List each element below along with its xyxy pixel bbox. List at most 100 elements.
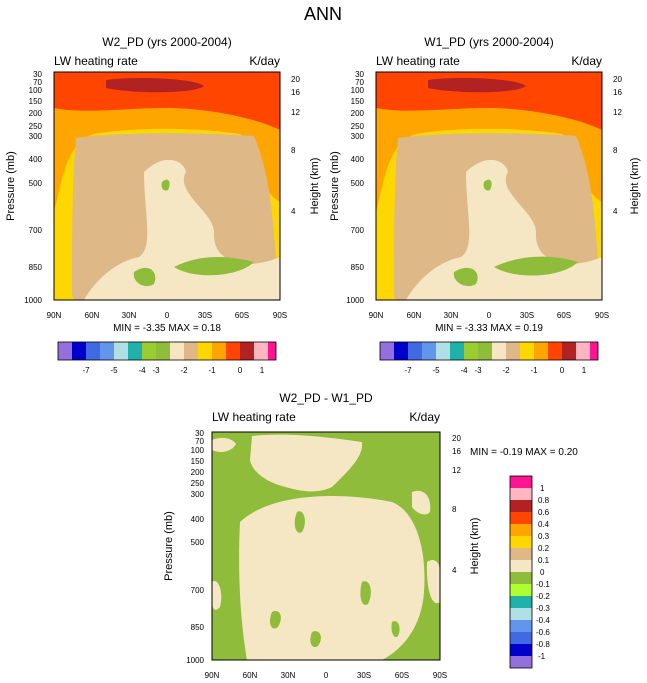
x-tick: 60S xyxy=(557,311,571,320)
colorbar-label: 0.4 xyxy=(538,520,550,529)
x-tick: 90N xyxy=(369,311,384,320)
colorbar-swatch xyxy=(170,342,184,360)
colorbar-label: 0 xyxy=(238,366,243,375)
variable-label: LW heating rate xyxy=(376,54,460,68)
y2-tick: 20 xyxy=(291,75,300,84)
colorbar-label: -1 xyxy=(208,366,216,375)
y-axis: 30 70 100 150 200 250 300 400 500 700 85… xyxy=(186,429,204,665)
y-tick: 500 xyxy=(351,179,365,188)
y-tick: 150 xyxy=(191,457,205,466)
y-axis-label: Pressure (mb) xyxy=(5,151,17,221)
colorbar-swatch xyxy=(268,342,276,360)
colorbar-swatch xyxy=(408,342,422,360)
colorbar-swatch xyxy=(128,342,142,360)
colorbar-swatch xyxy=(510,656,532,668)
y-tick: 200 xyxy=(29,109,43,118)
variable-label: LW heating rate xyxy=(212,410,296,424)
y-tick: 1000 xyxy=(346,296,364,305)
colorbar-swatch xyxy=(510,608,532,620)
colorbar-label: -0.3 xyxy=(536,604,550,613)
colorbar-label: 1 xyxy=(582,366,587,375)
y2-tick: 4 xyxy=(613,207,618,216)
panel-title: W1_PD (yrs 2000-2004) xyxy=(424,35,553,49)
colorbar-label: 0.1 xyxy=(538,556,550,565)
y2-axis-label: Height (km) xyxy=(629,158,641,215)
contour-field xyxy=(376,72,602,300)
colorbar-label: -0.8 xyxy=(536,640,550,649)
colorbar-swatch xyxy=(510,476,532,488)
colorbar-swatch xyxy=(478,342,492,360)
x-tick: 30N xyxy=(281,671,296,680)
y2-tick: 12 xyxy=(613,108,622,117)
colorbar-swatch xyxy=(510,572,532,584)
colorbar-swatch xyxy=(114,342,128,360)
y-tick: 1000 xyxy=(24,296,42,305)
x-tick: 90S xyxy=(433,671,447,680)
y2-tick: 12 xyxy=(452,466,461,475)
y2-tick: 16 xyxy=(613,88,622,97)
y-tick: 700 xyxy=(351,226,365,235)
colorbar-label: -0.1 xyxy=(536,580,550,589)
colorbar-label: -3 xyxy=(474,366,482,375)
colorbar-swatch xyxy=(254,342,268,360)
colorbar-label: 0 xyxy=(540,568,545,577)
y-tick: 300 xyxy=(351,132,365,141)
y-axis-label: Pressure (mb) xyxy=(163,511,175,581)
colorbar-label: 0.8 xyxy=(538,496,550,505)
colorbar-swatch xyxy=(212,342,226,360)
colorbar-swatch xyxy=(100,342,114,360)
y-tick: 150 xyxy=(29,97,43,106)
colorbar-label: -4 xyxy=(460,366,468,375)
y-tick: 850 xyxy=(29,263,43,272)
colorbar-swatch xyxy=(240,342,254,360)
y-tick: 200 xyxy=(191,468,205,477)
min-max-stats: MIN = -3.33 MAX = 0.19 xyxy=(435,323,543,334)
y-axis-label: Pressure (mb) xyxy=(329,151,341,221)
y2-axis: 20 16 12 8 4 xyxy=(291,75,300,216)
colorbar-label: -1 xyxy=(530,366,538,375)
colorbar-swatch xyxy=(422,342,436,360)
colorbar-swatch xyxy=(394,342,408,360)
y-axis: 30 70 100 150 200 250 300 400 500 700 85… xyxy=(346,70,364,305)
x-tick: 90S xyxy=(273,311,287,320)
colorbar-swatch xyxy=(510,512,532,524)
colorbar-swatch xyxy=(464,342,478,360)
y2-axis: 20 16 12 8 4 xyxy=(452,434,461,575)
y-tick: 150 xyxy=(351,97,365,106)
panel-w1: W1_PD (yrs 2000-2004) LW heating rate K/… xyxy=(329,35,641,375)
colorbar-label: -0.2 xyxy=(536,592,550,601)
colorbar-label: -0.6 xyxy=(536,628,550,637)
x-tick: 30S xyxy=(520,311,534,320)
colorbar-label: -7 xyxy=(404,366,412,375)
colorbar-label: -2 xyxy=(180,366,188,375)
y-tick: 400 xyxy=(191,515,205,524)
y-tick: 500 xyxy=(29,179,43,188)
x-tick: 30S xyxy=(198,311,212,320)
contour-field xyxy=(54,72,280,300)
x-tick: 60S xyxy=(235,311,249,320)
y-tick: 30 xyxy=(33,70,42,79)
colorbar-swatch xyxy=(492,342,506,360)
y-tick: 70 xyxy=(33,78,42,87)
colorbar-label: 1 xyxy=(260,366,265,375)
colorbar-swatch xyxy=(184,342,198,360)
y2-tick: 20 xyxy=(613,75,622,84)
colorbar-swatch xyxy=(562,342,576,360)
y-tick: 100 xyxy=(29,86,43,95)
colorbar: -7 -5 -4 -3 -2 -1 0 1 xyxy=(57,341,277,375)
panel-title: W2_PD - W1_PD xyxy=(279,391,373,405)
colorbar-label: 0.3 xyxy=(538,532,550,541)
y-tick: 250 xyxy=(191,479,205,488)
colorbar-label: 0.6 xyxy=(538,508,550,517)
colorbar-swatch xyxy=(510,524,532,536)
colorbar-swatch xyxy=(510,596,532,608)
y-tick: 30 xyxy=(195,429,204,438)
y-axis: 30 70 100 150 200 250 300 400 500 700 85… xyxy=(24,70,42,305)
y-tick: 700 xyxy=(29,226,43,235)
min-max-stats: MIN = -3.35 MAX = 0.18 xyxy=(113,323,221,334)
x-tick: 60N xyxy=(243,671,258,680)
y-tick: 200 xyxy=(351,109,365,118)
x-axis: 90N 60N 30N 0 30S 60S 90S xyxy=(369,311,609,320)
colorbar-swatch xyxy=(72,342,86,360)
colorbar: -7 -5 -4 -3 -2 -1 0 1 xyxy=(379,341,599,375)
